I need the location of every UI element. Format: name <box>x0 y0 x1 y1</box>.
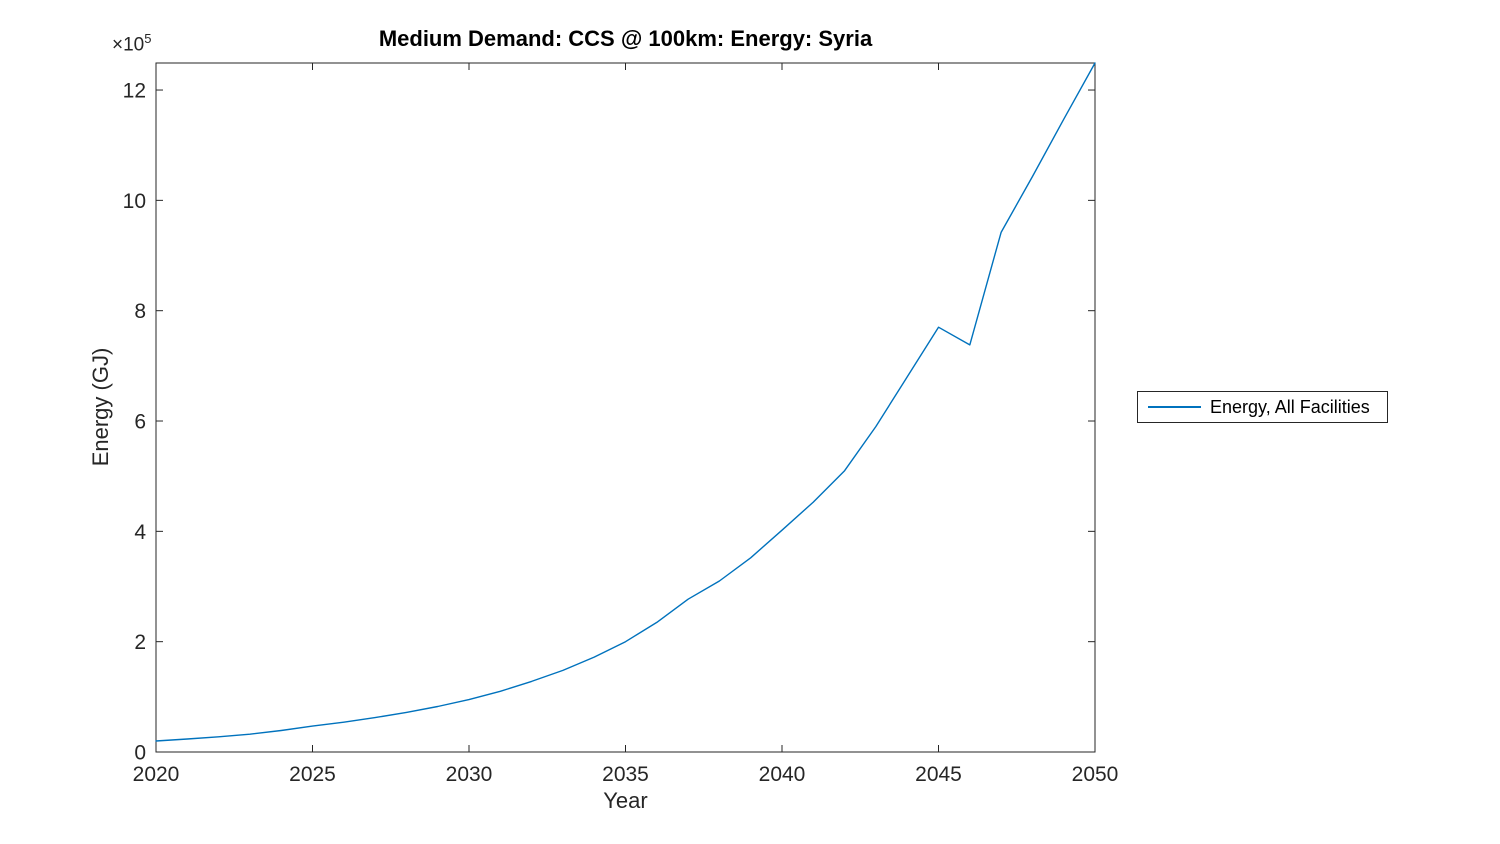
x-axis-tick-label: 2045 <box>915 763 962 786</box>
y-axis-tick-label: 6 <box>134 411 146 434</box>
y-axis-multiplier: ×105 <box>112 31 151 56</box>
chart-title: Medium Demand: CCS @ 100km: Energy: Syri… <box>378 26 873 51</box>
x-axis-tick-label: 2030 <box>446 763 493 786</box>
x-axis-tick-label: 2025 <box>289 763 336 786</box>
x-axis-tick-label: 2040 <box>759 763 806 786</box>
x-axis-label: Year <box>603 788 648 813</box>
y-axis-tick-label: 10 <box>123 190 146 213</box>
legend-box: Energy, All Facilities <box>1137 391 1388 423</box>
y-axis-multiplier-base: ×10 <box>112 34 145 56</box>
y-axis-multiplier-exponent: 5 <box>144 31 152 46</box>
data-line <box>155 62 1096 742</box>
x-axis-tick-label: 2035 <box>602 763 649 786</box>
x-axis-tick-label: 2050 <box>1072 763 1119 786</box>
y-axis-tick-label: 4 <box>134 521 146 544</box>
legend-entry-label: Energy, All Facilities <box>1210 396 1370 417</box>
legend-line-sample <box>1148 406 1201 408</box>
y-axis-tick-label: 12 <box>123 80 146 103</box>
y-axis-tick-label: 8 <box>134 300 146 323</box>
axis-box <box>155 62 1096 753</box>
y-axis-tick-label: 2 <box>134 631 146 654</box>
y-axis-tick-label: 0 <box>134 742 146 765</box>
x-axis-tick-label: 2020 <box>133 763 180 786</box>
